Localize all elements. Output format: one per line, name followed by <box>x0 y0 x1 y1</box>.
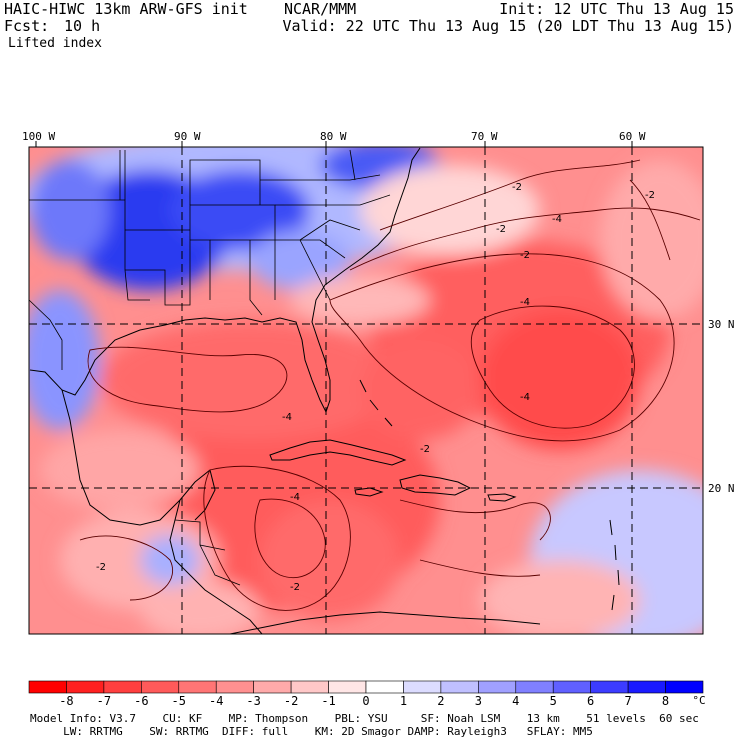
model-title: HAIC-HIWC 13km ARW-GFS init NCAR/MMM <box>4 0 357 18</box>
color-scale-tick-label: 5 <box>549 694 557 708</box>
contour-label: -2 <box>290 582 300 593</box>
color-scale-tick-label: -7 <box>96 694 112 708</box>
color-scale-swatch <box>478 680 517 694</box>
contour-label: -2 <box>520 250 530 261</box>
color-scale-tick-label: -5 <box>171 694 186 708</box>
color-scale-swatch <box>665 680 704 694</box>
color-scale-swatch <box>403 680 442 694</box>
lon-label: 90 W <box>174 130 201 143</box>
color-scale-tick-label: 1 <box>399 694 408 708</box>
color-scale-tick-label: -6 <box>134 694 149 708</box>
color-scale-tick-label: -1 <box>321 694 336 708</box>
model-info-line2: LW: RRTMG SW: RRTMG DIFF: full KM: 2D Sm… <box>30 725 593 738</box>
lon-label: 80 W <box>320 130 347 143</box>
lat-lon-grid <box>29 147 703 634</box>
model-info-line1: Model Info: V3.7 CU: KF MP: Thompson PBL… <box>30 712 699 725</box>
contour-label: -2 <box>420 444 430 455</box>
axis-labels: 100 W 90 W 80 W 70 W 60 W 30 N 20 N <box>22 130 735 495</box>
color-scale-swatch <box>215 680 254 694</box>
init-time: Init: 12 UTC Thu 13 Aug 15 <box>499 0 734 18</box>
forecast-label: Fcst: <box>4 17 50 35</box>
field-name: Lifted index <box>8 36 102 51</box>
color-scale-swatch <box>141 680 180 694</box>
color-scale-swatch <box>590 680 629 694</box>
contour-label: -2 <box>645 190 655 201</box>
color-scale-swatch <box>290 680 329 694</box>
color-scale-swatch <box>328 680 367 694</box>
valid-time: Valid: 22 UTC Thu 13 Aug 15 (20 LDT Thu … <box>282 17 734 35</box>
contour-label: -4 <box>520 297 530 308</box>
color-scale-tick-label: 3 <box>474 694 482 708</box>
state-borders <box>29 147 391 316</box>
map-frame <box>28 146 704 635</box>
color-scale-tick-label: 6 <box>587 694 595 708</box>
color-scale-swatch <box>28 680 67 694</box>
contour-label: -2 <box>512 182 522 193</box>
color-scale-tick-label: -3 <box>246 694 261 708</box>
color-scale-swatch <box>552 680 591 694</box>
contour-label-group: -2 -2 -4 -2 -2 -4 -4 -4 -2 -2 -2 -4 <box>96 182 655 593</box>
color-scale-swatch <box>365 680 404 694</box>
color-scale-tick-label: -2 <box>283 694 299 708</box>
coastlines <box>29 147 620 634</box>
lon-label: 100 W <box>22 130 55 143</box>
lat-label: 20 N <box>708 482 735 495</box>
color-scale-tick-label: 0 <box>362 694 370 708</box>
color-scale-swatch <box>627 680 666 694</box>
contour-label: -4 <box>552 214 562 225</box>
color-scale-bar <box>28 680 704 694</box>
color-scale-tick-label: 4 <box>512 694 520 708</box>
color-scale-swatch <box>515 680 554 694</box>
contour-label: -4 <box>520 392 530 403</box>
lat-label: 30 N <box>708 318 735 331</box>
contour-label: -4 <box>282 412 292 423</box>
lon-ticks <box>35 141 633 147</box>
color-scale-tick-label: 8 <box>661 694 670 708</box>
scale-unit: °C <box>692 694 706 707</box>
color-scale-tick-label: -8 <box>59 694 74 708</box>
color-scale-swatch <box>103 680 142 694</box>
color-scale-tick-label: 7 <box>624 694 632 708</box>
color-scale-swatch <box>178 680 217 694</box>
forecast-hours: 10 h <box>64 17 101 35</box>
color-scale-swatch <box>440 680 479 694</box>
color-scale-swatch <box>253 680 292 694</box>
color-scale-tick-label: 2 <box>437 694 445 708</box>
contour-label: -2 <box>496 224 506 235</box>
lon-label: 60 W <box>619 130 646 143</box>
contour-label: -4 <box>290 492 300 503</box>
contour-lines <box>79 159 701 611</box>
color-scale-swatch <box>66 680 105 694</box>
lon-label: 70 W <box>471 130 498 143</box>
contour-label: -2 <box>96 562 106 573</box>
color-scale-tick-label: -4 <box>208 694 224 708</box>
